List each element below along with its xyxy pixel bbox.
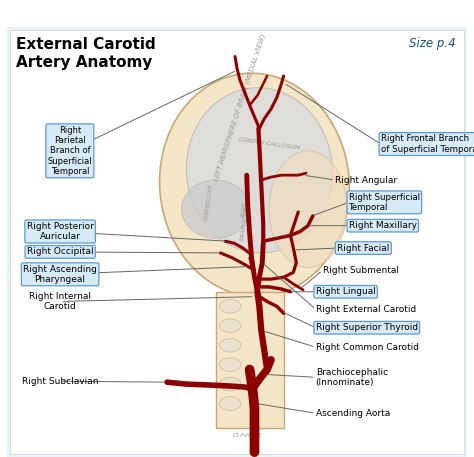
Ellipse shape xyxy=(219,299,241,313)
Text: Right Posterior
Auricular: Right Posterior Auricular xyxy=(27,222,93,241)
Text: Size p.4: Size p.4 xyxy=(409,37,456,50)
Ellipse shape xyxy=(186,88,332,253)
Ellipse shape xyxy=(219,358,241,372)
FancyBboxPatch shape xyxy=(9,30,465,454)
Ellipse shape xyxy=(219,319,241,333)
Text: PONS: PONS xyxy=(241,201,248,217)
Text: Right Subclavian: Right Subclavian xyxy=(22,377,99,386)
Text: Right Ascending
Pharyngeal: Right Ascending Pharyngeal xyxy=(23,265,97,284)
Text: External Carotid
Artery Anatomy: External Carotid Artery Anatomy xyxy=(17,37,156,69)
Ellipse shape xyxy=(182,180,250,238)
FancyBboxPatch shape xyxy=(7,27,467,457)
Ellipse shape xyxy=(219,339,241,352)
Text: CLAVICLE: CLAVICLE xyxy=(233,433,263,438)
Text: Right Facial: Right Facial xyxy=(337,244,390,253)
Text: Right Submental: Right Submental xyxy=(322,266,399,275)
Text: Right Lingual: Right Lingual xyxy=(316,287,375,296)
Text: Right External Carotid: Right External Carotid xyxy=(316,305,416,314)
Text: Right
Parietal
Branch of
Superficial
Temporal: Right Parietal Branch of Superficial Tem… xyxy=(47,126,92,176)
Text: Right Maxillary: Right Maxillary xyxy=(349,221,417,230)
Text: LEFT HEMISPHERE OF BRAIN (MEDIAL VIEW): LEFT HEMISPHERE OF BRAIN (MEDIAL VIEW) xyxy=(213,32,267,181)
Text: Ascending Aorta: Ascending Aorta xyxy=(316,409,390,418)
Ellipse shape xyxy=(219,377,241,391)
Text: Brachiocephalic
(Innominate): Brachiocephalic (Innominate) xyxy=(316,367,388,387)
Text: Right Superior Thyroid: Right Superior Thyroid xyxy=(316,323,418,332)
Ellipse shape xyxy=(269,151,347,267)
Ellipse shape xyxy=(219,397,241,410)
Polygon shape xyxy=(216,292,283,428)
Text: Right Superficial
Temporal: Right Superficial Temporal xyxy=(349,193,420,212)
Ellipse shape xyxy=(160,73,349,297)
Text: Right Frontal Branch
of Superficial Temporal: Right Frontal Branch of Superficial Temp… xyxy=(381,134,474,154)
Text: Right Common Carotid: Right Common Carotid xyxy=(316,343,419,352)
Text: Right Occipital: Right Occipital xyxy=(27,247,93,256)
Text: Right Angular: Right Angular xyxy=(335,175,397,185)
Text: CORPUS CALLOSUM: CORPUS CALLOSUM xyxy=(238,137,300,151)
Text: BRAIN STEM: BRAIN STEM xyxy=(240,207,250,241)
Text: CEREBELLUM: CEREBELLUM xyxy=(204,184,214,221)
Text: Right Internal
Carotid: Right Internal Carotid xyxy=(29,292,91,311)
